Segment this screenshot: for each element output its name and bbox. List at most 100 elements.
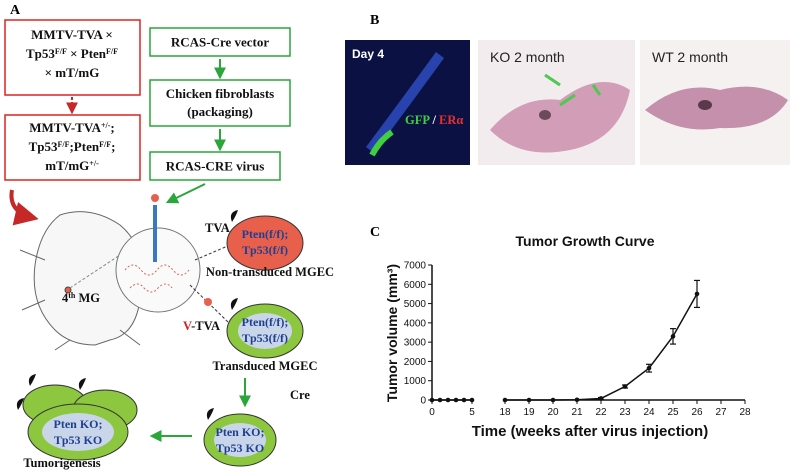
box — [4, 114, 141, 181]
caption: Non-transduced MGEC — [206, 265, 334, 279]
lymph-node — [698, 100, 712, 110]
data-point — [694, 291, 700, 297]
mouse — [33, 211, 143, 346]
text-line: Pten KO; — [54, 417, 103, 431]
x-tick-label: 0 — [429, 407, 435, 418]
y-tick-label: 6000 — [404, 280, 427, 291]
diagram-shapes — [4, 19, 304, 467]
x-tick-label: 18 — [499, 407, 511, 418]
text-segment: -TVA — [191, 319, 220, 333]
box — [149, 151, 281, 181]
data-point — [526, 397, 532, 403]
nucleus — [238, 313, 292, 349]
text-segment: RCAS-Cre vector — [171, 35, 270, 50]
text-segment: Tp53 — [29, 139, 58, 154]
text-segment: MG — [75, 291, 100, 305]
x-tick-label: 22 — [595, 407, 607, 418]
text-segment: Pten KO; — [216, 425, 265, 439]
superscript: +/- — [101, 121, 111, 130]
text-line: Tp53 KO — [54, 433, 102, 447]
y-axis-label: Tumor volume (mm³) — [384, 264, 400, 402]
text-line: RCAS-CRE virus — [166, 159, 265, 174]
text-segment: (packaging) — [187, 104, 253, 119]
text-segment: Pten KO; — [54, 417, 103, 431]
image-label: WT 2 month — [652, 49, 728, 65]
text-line: Tp53 KO — [216, 441, 264, 455]
text-segment: ;Pten — [69, 139, 99, 154]
nucleus — [42, 413, 114, 451]
x-tick-label: 20 — [547, 407, 559, 418]
text-line: GFP / ERα — [405, 113, 463, 127]
text-line: Tp53(f/f) — [242, 331, 288, 345]
ducts — [124, 264, 190, 293]
text-line: RCAS-Cre vector — [171, 35, 270, 50]
text-segment: × mT/mG — [45, 65, 100, 80]
text-segment: TVA — [205, 221, 230, 235]
text-segment: Chicken fibroblasts — [166, 86, 274, 101]
y-tick-label: 2000 — [404, 357, 427, 368]
text-segment: × Pten — [67, 46, 107, 61]
caption: Transduced MGEC — [213, 359, 318, 373]
x-axis-label: Time (weeks after virus injection) — [472, 423, 708, 440]
data-point — [670, 334, 676, 339]
data-point — [598, 396, 604, 401]
superscript: F/F — [99, 140, 111, 149]
text-line: Tp53F/F;PtenF/F; — [29, 139, 116, 154]
box — [149, 27, 291, 57]
arrow — [165, 183, 206, 204]
step-label: Cre — [290, 388, 310, 402]
text-segment: GFP — [405, 113, 430, 127]
text-segment: RCAS-CRE virus — [166, 159, 265, 174]
data-point — [429, 397, 435, 403]
data-point — [437, 397, 443, 403]
text-segment: Tp53 — [26, 46, 55, 61]
text-line: Pten(f/f); — [242, 315, 289, 329]
superscript: F/F — [106, 47, 118, 56]
receptor — [230, 298, 238, 310]
text-segment: ; — [111, 139, 115, 154]
box — [149, 79, 291, 127]
micrographs — [345, 40, 790, 165]
nucleus — [214, 423, 266, 457]
y-tick-label: 7000 — [404, 261, 427, 272]
y-tick-label: 0 — [420, 396, 426, 407]
text-line: V-TVA — [183, 319, 220, 333]
pointer — [544, 73, 602, 107]
text-segment: mT/mG — [45, 158, 89, 173]
text-segment: 4 — [62, 291, 69, 305]
x-tick-label: 28 — [739, 407, 751, 418]
data-point — [453, 397, 459, 403]
data-point — [622, 384, 628, 389]
x-tick-label: 25 — [667, 407, 679, 418]
curved-arrow — [9, 189, 39, 226]
text-line: (packaging) — [187, 104, 253, 119]
x-tick-label: 26 — [691, 407, 703, 418]
image-label: Day 4 — [352, 47, 384, 61]
text-segment: Tp53 KO — [54, 433, 102, 447]
panel-label: B — [370, 13, 379, 28]
text-line: Tp53(f/f) — [242, 243, 288, 257]
data-line — [505, 293, 698, 401]
data-point — [461, 397, 467, 403]
x-tick-label: 21 — [571, 407, 583, 418]
gland — [645, 86, 788, 130]
image-label: KO 2 month — [490, 49, 565, 65]
text-line: TVA — [205, 221, 230, 235]
gfp — [369, 129, 394, 157]
data-point — [445, 397, 451, 403]
box — [4, 19, 141, 96]
text-line: × mT/mG — [45, 65, 100, 80]
y-tick-label: 3000 — [404, 338, 427, 349]
gland — [490, 82, 630, 153]
receptor — [206, 408, 214, 420]
panel-label: C — [370, 225, 380, 240]
data-point — [646, 365, 652, 371]
x-tick-label: 19 — [523, 407, 535, 418]
lymph-node — [539, 110, 551, 120]
text-line: Pten KO; — [216, 425, 265, 439]
text-segment: ; — [110, 120, 114, 135]
text-segment: MMTV-TVA — [29, 120, 101, 135]
x-tick-label: 5 — [469, 407, 475, 418]
superscript: F/F — [55, 47, 67, 56]
